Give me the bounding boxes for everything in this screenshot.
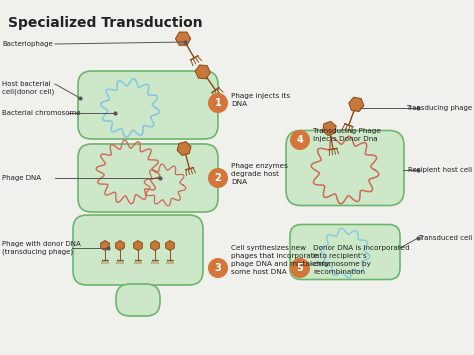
Polygon shape <box>116 241 124 251</box>
Circle shape <box>290 130 310 150</box>
Text: Host bacterial
cell(donor cell): Host bacterial cell(donor cell) <box>2 81 54 95</box>
Text: Phage injects its
DNA: Phage injects its DNA <box>231 93 290 107</box>
Circle shape <box>290 258 310 278</box>
Circle shape <box>208 168 228 188</box>
Text: Donor DNA is incorporated
into recipient's
chromosome by
recombination: Donor DNA is incorporated into recipient… <box>313 245 410 275</box>
Text: Phage enzymes
degrade host
DNA: Phage enzymes degrade host DNA <box>231 163 288 185</box>
Text: Bacteriophage: Bacteriophage <box>2 41 53 47</box>
Polygon shape <box>323 121 336 136</box>
Text: 1: 1 <box>215 98 221 108</box>
Polygon shape <box>151 241 159 251</box>
Text: 5: 5 <box>297 263 303 273</box>
Polygon shape <box>134 241 142 251</box>
FancyBboxPatch shape <box>78 144 218 212</box>
Text: Bacterial chromosome: Bacterial chromosome <box>2 110 81 116</box>
Text: 2: 2 <box>215 173 221 183</box>
Polygon shape <box>177 142 191 155</box>
Polygon shape <box>166 241 174 251</box>
Text: Transduced cell: Transduced cell <box>418 235 472 241</box>
Text: Specialized Transduction: Specialized Transduction <box>8 16 202 30</box>
Text: Recipient host cell: Recipient host cell <box>408 167 472 173</box>
FancyBboxPatch shape <box>116 284 160 316</box>
FancyBboxPatch shape <box>73 215 203 285</box>
Text: Transducing Phage
Injects Donor Dna: Transducing Phage Injects Donor Dna <box>313 128 381 142</box>
Text: Phage with donor DNA
(transducing phage): Phage with donor DNA (transducing phage) <box>2 241 81 255</box>
Text: 3: 3 <box>215 263 221 273</box>
Polygon shape <box>349 97 364 111</box>
Text: 4: 4 <box>297 135 303 145</box>
Polygon shape <box>175 32 191 45</box>
FancyBboxPatch shape <box>286 131 404 206</box>
FancyBboxPatch shape <box>78 71 218 139</box>
Text: Cell synthesizes new
phages that incorporate
phage DNA and mistakenly
some host : Cell synthesizes new phages that incorpo… <box>231 245 329 275</box>
Polygon shape <box>100 241 109 251</box>
Text: Transducing phage: Transducing phage <box>406 105 472 111</box>
Circle shape <box>208 258 228 278</box>
FancyBboxPatch shape <box>290 224 400 279</box>
Text: Phage DNA: Phage DNA <box>2 175 41 181</box>
Polygon shape <box>195 65 210 79</box>
Circle shape <box>208 93 228 113</box>
